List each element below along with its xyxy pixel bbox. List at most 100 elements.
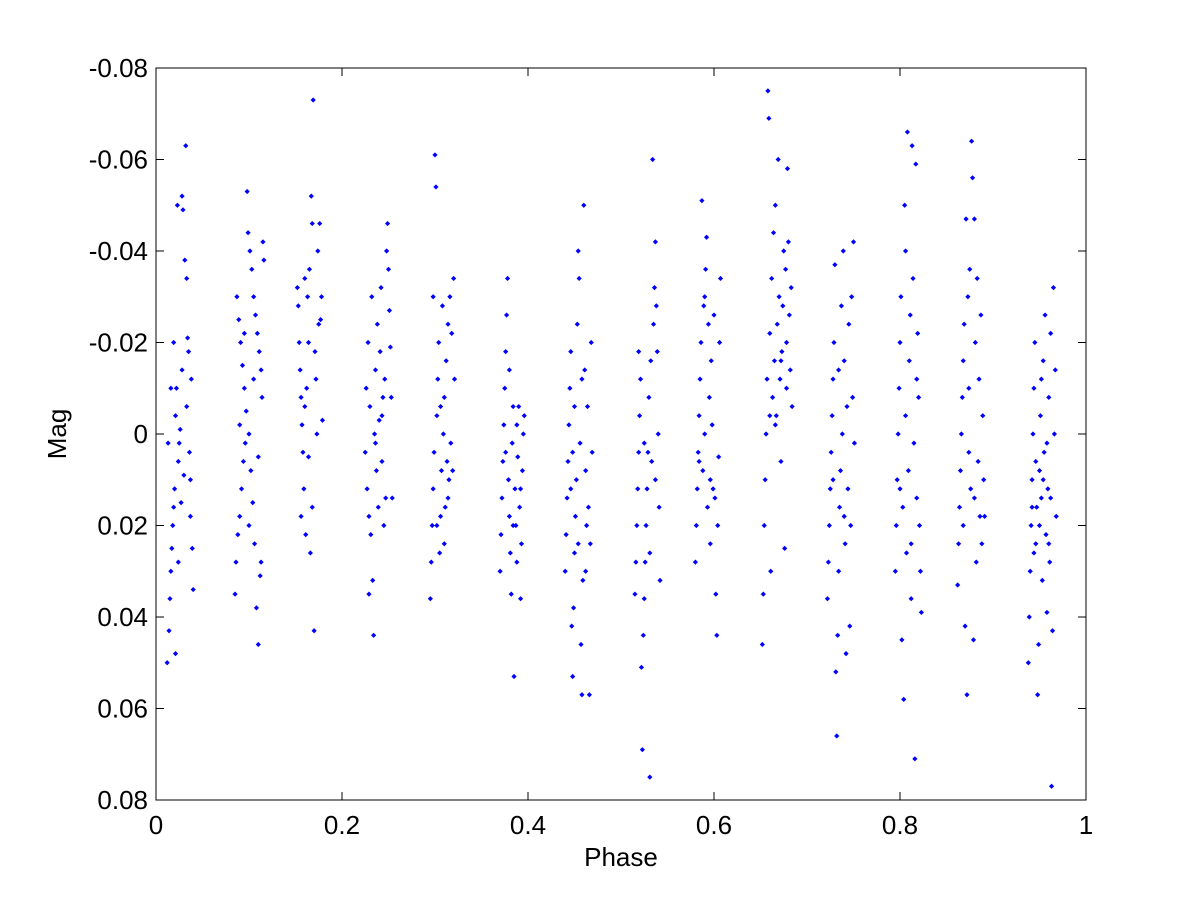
data-point <box>962 623 968 629</box>
data-point <box>306 266 313 272</box>
data-point <box>916 394 922 400</box>
data-point <box>893 522 899 529</box>
data-point <box>364 486 370 492</box>
data-point <box>564 495 570 501</box>
data-point <box>839 431 845 437</box>
data-point <box>840 248 846 254</box>
data-point <box>444 458 450 465</box>
data-point <box>955 541 962 547</box>
data-point <box>434 413 440 419</box>
data-point <box>972 339 978 346</box>
data-point <box>824 596 831 602</box>
data-point <box>511 673 517 680</box>
data-point <box>250 500 256 506</box>
data-point <box>848 522 854 529</box>
data-point <box>1035 692 1041 698</box>
data-point <box>971 495 977 501</box>
data-point <box>258 367 264 373</box>
data-point <box>572 513 579 519</box>
data-point <box>634 522 640 529</box>
data-point <box>188 376 194 382</box>
data-point <box>302 275 308 282</box>
data-point <box>305 339 312 346</box>
data-point <box>789 403 795 410</box>
data-point <box>837 468 844 474</box>
data-point <box>190 586 196 593</box>
data-point <box>189 545 195 551</box>
data-point <box>298 513 304 519</box>
y-tick-label: 0.02 <box>97 511 148 541</box>
data-point <box>835 632 841 638</box>
data-point <box>636 349 642 355</box>
data-point <box>709 422 715 428</box>
data-point <box>372 367 379 373</box>
data-point <box>570 449 576 455</box>
data-point <box>260 239 266 245</box>
data-point <box>567 385 573 391</box>
data-point <box>712 495 718 501</box>
data-point <box>429 522 435 529</box>
data-point <box>646 394 652 400</box>
data-point <box>253 605 260 611</box>
data-point <box>308 193 314 199</box>
data-point <box>171 504 177 510</box>
data-point <box>909 143 915 149</box>
data-point <box>635 486 641 492</box>
data-point <box>520 431 526 437</box>
data-point <box>503 449 509 455</box>
data-point <box>845 486 851 492</box>
data-point <box>165 440 171 446</box>
data-point <box>585 504 592 510</box>
data-point <box>653 303 659 309</box>
data-point <box>1031 385 1037 391</box>
data-point <box>1025 660 1031 666</box>
data-point <box>1036 468 1043 474</box>
data-point <box>579 376 585 382</box>
data-point <box>174 202 180 208</box>
data-point <box>831 339 837 346</box>
data-point <box>786 312 792 318</box>
data-point <box>955 582 961 588</box>
data-point <box>261 257 267 263</box>
data-point <box>518 541 525 547</box>
data-point <box>237 422 243 428</box>
data-point <box>693 522 699 529</box>
data-point <box>642 559 648 565</box>
x-tick-label: 0.8 <box>882 810 918 840</box>
data-point <box>829 413 835 419</box>
data-point <box>571 403 578 410</box>
data-point <box>183 143 189 149</box>
data-point <box>966 449 972 455</box>
data-point <box>254 330 260 336</box>
data-point <box>451 275 457 282</box>
data-point <box>377 349 383 355</box>
data-point <box>902 248 909 254</box>
data-point <box>900 504 906 510</box>
data-point <box>843 651 849 657</box>
data-point <box>770 230 777 236</box>
data-point <box>978 312 984 318</box>
data-point <box>1028 522 1034 529</box>
data-point <box>240 458 247 465</box>
data-point <box>699 198 705 204</box>
data-point <box>581 202 587 208</box>
data-point <box>295 303 301 309</box>
data-point <box>586 692 592 698</box>
data-point <box>513 522 519 529</box>
data-point <box>907 312 913 318</box>
y-tick-label: -0.06 <box>89 145 148 175</box>
data-point <box>439 303 446 309</box>
data-point <box>842 541 848 547</box>
y-tick-label: 0.04 <box>97 602 148 632</box>
data-point <box>294 285 300 291</box>
data-point <box>562 568 568 574</box>
data-point <box>958 431 964 437</box>
data-point <box>366 591 372 597</box>
data-point <box>981 477 987 483</box>
data-point <box>310 97 316 103</box>
data-point <box>187 477 194 483</box>
data-point <box>708 358 714 364</box>
y-tick-label: -0.08 <box>89 53 148 83</box>
data-point <box>372 440 379 446</box>
data-point <box>588 339 594 346</box>
